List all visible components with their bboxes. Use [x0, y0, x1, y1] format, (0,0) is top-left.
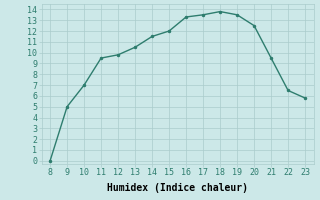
X-axis label: Humidex (Indice chaleur): Humidex (Indice chaleur) — [107, 183, 248, 193]
